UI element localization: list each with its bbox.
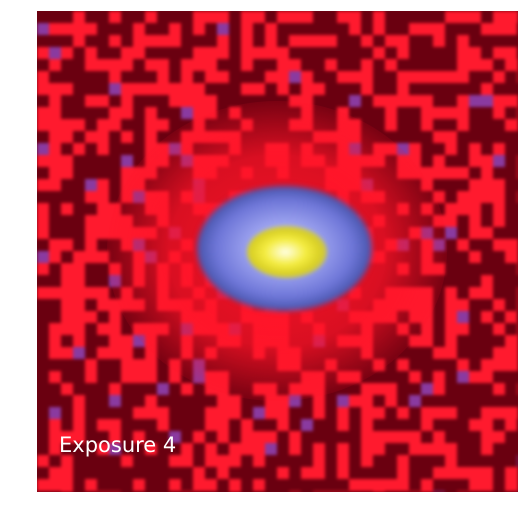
exposure-label: Exposure 4 bbox=[59, 433, 177, 457]
exposure-image: Exposure 4 bbox=[37, 11, 518, 492]
bright-core bbox=[247, 226, 327, 278]
